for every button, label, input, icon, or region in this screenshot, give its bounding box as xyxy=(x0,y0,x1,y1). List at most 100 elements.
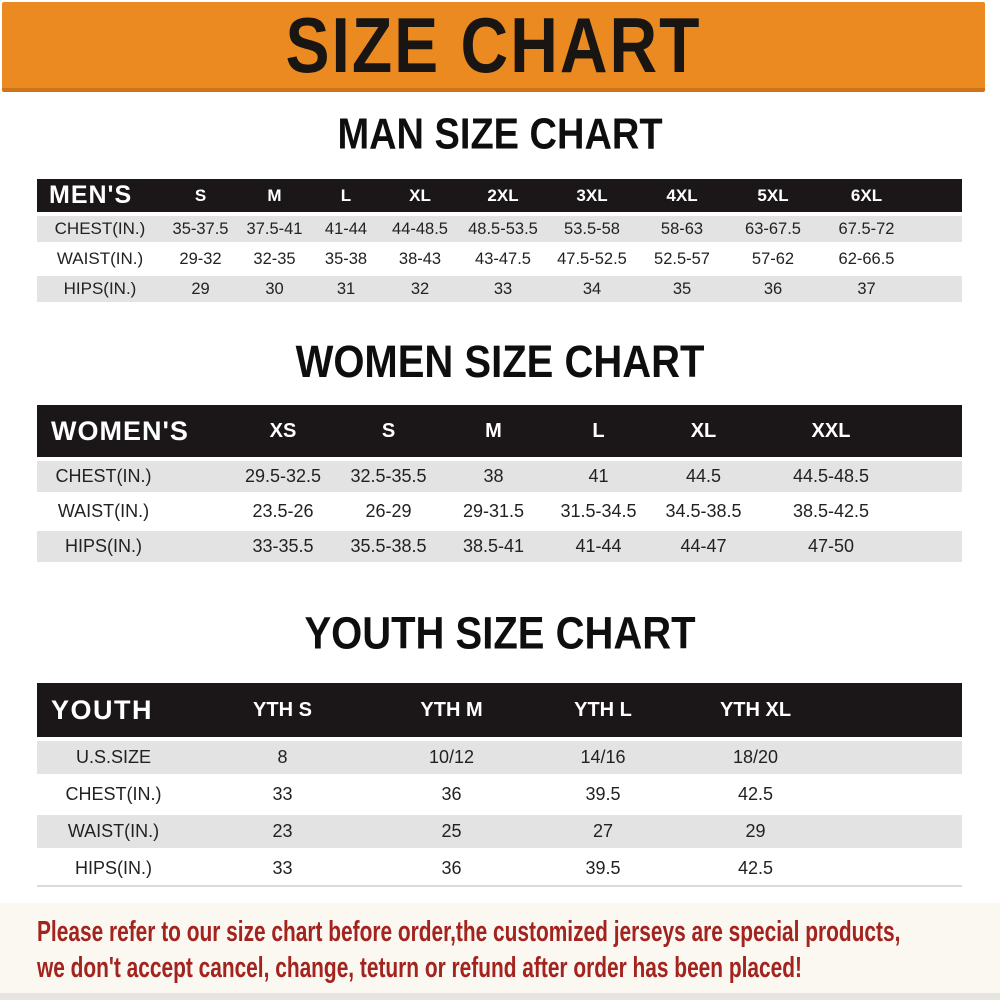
size-value: 37 xyxy=(819,276,914,302)
row-label: HIPS(IN.) xyxy=(37,531,230,562)
table-row: HIPS(IN.) 33 36 39.5 42.5 xyxy=(37,852,962,887)
size-value: 36 xyxy=(375,778,528,811)
row-label: CHEST(IN.) xyxy=(37,778,190,811)
size-value: 57-62 xyxy=(727,246,819,272)
size-value: 32-35 xyxy=(238,246,311,272)
row-filler xyxy=(914,216,962,242)
column-header: YTH L xyxy=(528,683,678,737)
size-value: 41-44 xyxy=(311,216,381,242)
header-filler xyxy=(906,405,962,457)
size-value: 29.5-32.5 xyxy=(230,461,336,492)
row-label: WAIST(IN.) xyxy=(37,815,190,848)
row-label: HIPS(IN.) xyxy=(37,276,163,302)
size-value: 34 xyxy=(547,276,637,302)
size-value: 35 xyxy=(637,276,727,302)
column-header: 3XL xyxy=(547,179,637,212)
size-value: 38.5-42.5 xyxy=(756,496,906,527)
size-value: 33 xyxy=(459,276,547,302)
size-chart-banner: SIZE CHART xyxy=(2,1,985,92)
table-row: HIPS(IN.) 33-35.5 35.5-38.5 38.5-41 41-44 44-… xyxy=(37,531,962,562)
size-value: 33 xyxy=(190,778,375,811)
table-row: WAIST(IN.) 23 25 27 29 xyxy=(37,815,962,848)
size-value: 36 xyxy=(727,276,819,302)
women-section-title-text: WOMEN SIZE CHART xyxy=(295,336,705,388)
size-value: 36 xyxy=(375,852,528,887)
size-value: 67.5-72 xyxy=(819,216,914,242)
table-row: CHEST(IN.) 29.5-32.5 32.5-35.5 38 41 44.5 44.5… xyxy=(37,461,962,492)
size-value: 32.5-35.5 xyxy=(336,461,441,492)
column-header: YTH S xyxy=(190,683,375,737)
row-label: U.S.SIZE xyxy=(37,741,190,774)
column-header: M xyxy=(238,179,311,212)
row-label: WAIST(IN.) xyxy=(37,246,163,272)
size-value: 35.5-38.5 xyxy=(336,531,441,562)
row-filler xyxy=(833,741,962,774)
size-value: 27 xyxy=(528,815,678,848)
man-section-title: MAN SIZE CHART xyxy=(0,110,1000,159)
column-header: S xyxy=(163,179,238,212)
row-label: WAIST(IN.) xyxy=(37,496,230,527)
size-value: 37.5-41 xyxy=(238,216,311,242)
size-value: 58-63 xyxy=(637,216,727,242)
size-value: 32 xyxy=(381,276,459,302)
column-header: L xyxy=(546,405,651,457)
size-value: 47.5-52.5 xyxy=(547,246,637,272)
size-value: 23.5-26 xyxy=(230,496,336,527)
table-header-label: MEN'S xyxy=(37,179,163,212)
size-value: 29 xyxy=(678,815,833,848)
column-header: S xyxy=(336,405,441,457)
size-value: 39.5 xyxy=(528,852,678,887)
size-value: 44-48.5 xyxy=(381,216,459,242)
size-value: 42.5 xyxy=(678,852,833,887)
size-value: 42.5 xyxy=(678,778,833,811)
men-size-table: MEN'S S M L XL 2XL 3XL 4XL 5XL 6XL CHEST(IN.) 35-37… xyxy=(37,175,962,306)
column-header: 4XL xyxy=(637,179,727,212)
table-header-label: YOUTH xyxy=(37,683,190,737)
row-label: CHEST(IN.) xyxy=(37,216,163,242)
man-section-title-text: MAN SIZE CHART xyxy=(337,110,663,159)
header-filler xyxy=(833,683,962,737)
size-value: 44.5 xyxy=(651,461,756,492)
size-value: 29-32 xyxy=(163,246,238,272)
size-value: 14/16 xyxy=(528,741,678,774)
row-filler xyxy=(914,246,962,272)
page-title: SIZE CHART xyxy=(285,1,702,89)
row-filler xyxy=(833,778,962,811)
size-value: 35-37.5 xyxy=(163,216,238,242)
disclaimer-line-2: we don't accept cancel, change, teturn o… xyxy=(37,952,802,984)
size-value: 33-35.5 xyxy=(230,531,336,562)
size-value: 18/20 xyxy=(678,741,833,774)
size-value: 31.5-34.5 xyxy=(546,496,651,527)
youth-size-table: YOUTH YTH S YTH M YTH L YTH XL U.S.SIZE 8 10/12… xyxy=(37,679,962,891)
size-value: 34.5-38.5 xyxy=(651,496,756,527)
column-header: 5XL xyxy=(727,179,819,212)
table-row: WAIST(IN.) 29-32 32-35 35-38 38-43 43-47.5 47.… xyxy=(37,246,962,272)
table-row: HIPS(IN.) 29 30 31 32 33 34 35 36 37 xyxy=(37,276,962,302)
size-value: 43-47.5 xyxy=(459,246,547,272)
column-header: XL xyxy=(381,179,459,212)
disclaimer-line-1: Please refer to our size chart before or… xyxy=(37,916,901,948)
column-header: YTH XL xyxy=(678,683,833,737)
size-value: 48.5-53.5 xyxy=(459,216,547,242)
size-value: 30 xyxy=(238,276,311,302)
size-value: 39.5 xyxy=(528,778,678,811)
disclaimer-note: Please refer to our size chart before or… xyxy=(0,903,1000,1000)
size-value: 38-43 xyxy=(381,246,459,272)
column-header: YTH M xyxy=(375,683,528,737)
table-header-row: MEN'S S M L XL 2XL 3XL 4XL 5XL 6XL xyxy=(37,179,962,212)
size-value: 38.5-41 xyxy=(441,531,546,562)
youth-section-title: YOUTH SIZE CHART xyxy=(0,609,1000,659)
size-value: 8 xyxy=(190,741,375,774)
column-header: 6XL xyxy=(819,179,914,212)
size-value: 35-38 xyxy=(311,246,381,272)
column-header: L xyxy=(311,179,381,212)
table-row: CHEST(IN.) 33 36 39.5 42.5 xyxy=(37,778,962,811)
size-value: 25 xyxy=(375,815,528,848)
column-header: XS xyxy=(230,405,336,457)
size-value: 44.5-48.5 xyxy=(756,461,906,492)
row-filler xyxy=(906,461,962,492)
column-header: XXL xyxy=(756,405,906,457)
size-value: 26-29 xyxy=(336,496,441,527)
size-value: 38 xyxy=(441,461,546,492)
